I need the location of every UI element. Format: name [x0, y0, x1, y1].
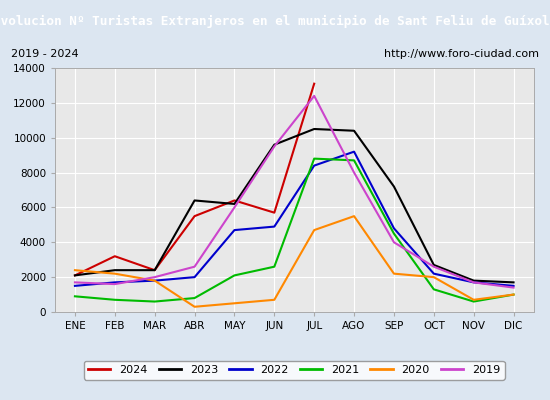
Legend: 2024, 2023, 2022, 2021, 2020, 2019: 2024, 2023, 2022, 2021, 2020, 2019 — [84, 361, 505, 380]
Text: Evolucion Nº Turistas Extranjeros en el municipio de Sant Feliu de Guíxols: Evolucion Nº Turistas Extranjeros en el … — [0, 14, 550, 28]
Text: 2019 - 2024: 2019 - 2024 — [11, 49, 79, 59]
Text: http://www.foro-ciudad.com: http://www.foro-ciudad.com — [384, 49, 539, 59]
